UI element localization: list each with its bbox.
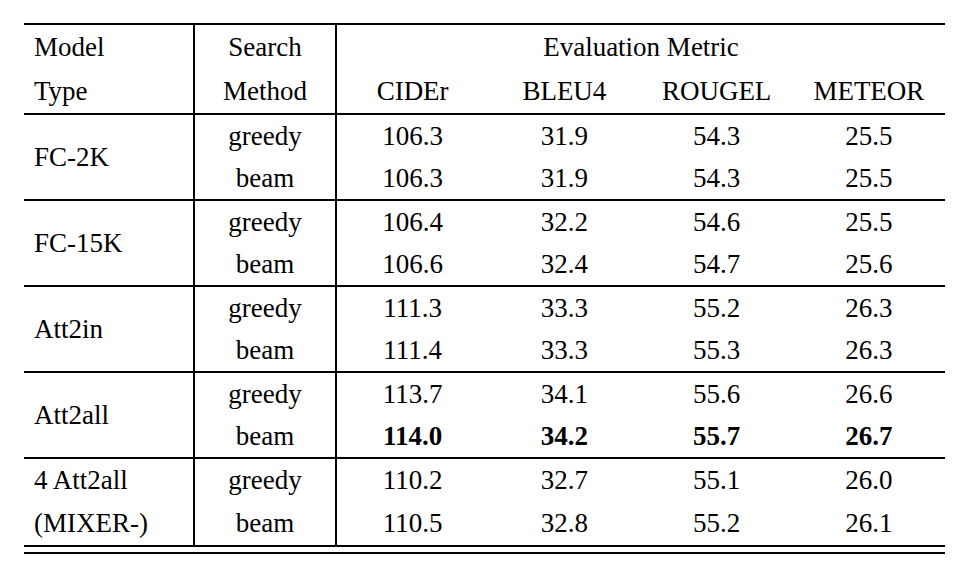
column-header-meteor: METEOR	[793, 69, 945, 114]
cider-value-cell: 111.3	[336, 286, 488, 329]
rougel-value-cell: 54.7	[641, 243, 793, 286]
column-header-rougel: ROUGEL	[641, 69, 793, 114]
meteor-value-cell: 25.5	[793, 157, 945, 200]
search-method-cell: beam	[194, 502, 336, 546]
search-method-cell: greedy	[194, 372, 336, 415]
cider-value-cell: 106.4	[336, 200, 488, 243]
cider-value-cell: 113.7	[336, 372, 488, 415]
meteor-value-cell: 26.6	[793, 372, 945, 415]
meteor-value-cell: 26.3	[793, 329, 945, 372]
rougel-value-cell: 55.3	[641, 329, 793, 372]
table-row: Att2all greedy 113.7 34.1 55.6 26.6	[24, 372, 945, 415]
model-type-cell: 4 Att2all (MIXER-)	[24, 458, 194, 546]
cider-value-cell-best: 114.0	[336, 415, 488, 458]
rougel-value-cell: 54.3	[641, 114, 793, 157]
search-method-cell: beam	[194, 157, 336, 200]
meteor-value-cell: 26.1	[793, 502, 945, 546]
meteor-value-cell: 25.5	[793, 200, 945, 243]
table-row: FC-15K greedy 106.4 32.2 54.6 25.5	[24, 200, 945, 243]
bleu4-value-cell: 32.2	[488, 200, 640, 243]
meteor-value-cell: 25.6	[793, 243, 945, 286]
column-header-cider: CIDEr	[336, 69, 488, 114]
search-method-cell: greedy	[194, 286, 336, 329]
model-type-cell: Att2in	[24, 286, 194, 372]
rougel-value-cell: 55.6	[641, 372, 793, 415]
cider-value-cell: 106.3	[336, 114, 488, 157]
cider-value-cell: 110.2	[336, 458, 488, 502]
bleu4-value-cell: 31.9	[488, 114, 640, 157]
column-header-search-method: Search Method	[194, 24, 336, 114]
search-method-cell: beam	[194, 329, 336, 372]
bleu4-value-cell: 32.4	[488, 243, 640, 286]
bleu4-value-cell: 32.8	[488, 502, 640, 546]
rougel-value-cell: 55.1	[641, 458, 793, 502]
meteor-value-cell-best: 26.7	[793, 415, 945, 458]
bleu4-value-cell-best: 34.2	[488, 415, 640, 458]
search-method-cell: greedy	[194, 200, 336, 243]
model-type-cell: FC-15K	[24, 200, 194, 286]
table-row: FC-2K greedy 106.3 31.9 54.3 25.5	[24, 114, 945, 157]
column-header-model-type: Model Type	[24, 24, 194, 114]
search-method-cell: greedy	[194, 458, 336, 502]
model-type-cell: FC-2K	[24, 114, 194, 200]
evaluation-results-table: Model Type Search Method Evaluation Metr…	[24, 23, 945, 547]
rougel-value-cell: 55.2	[641, 502, 793, 546]
cider-value-cell: 106.6	[336, 243, 488, 286]
table-row: Att2in greedy 111.3 33.3 55.2 26.3	[24, 286, 945, 329]
cider-value-cell: 110.5	[336, 502, 488, 546]
search-method-cell: greedy	[194, 114, 336, 157]
meteor-value-cell: 26.3	[793, 286, 945, 329]
meteor-value-cell: 25.5	[793, 114, 945, 157]
bleu4-value-cell: 34.1	[488, 372, 640, 415]
search-method-cell: beam	[194, 415, 336, 458]
paper-table-page: Model Type Search Method Evaluation Metr…	[0, 0, 964, 572]
results-table-wrap: Model Type Search Method Evaluation Metr…	[24, 23, 945, 554]
meteor-value-cell: 26.0	[793, 458, 945, 502]
rougel-value-cell: 54.3	[641, 157, 793, 200]
cider-value-cell: 111.4	[336, 329, 488, 372]
rougel-value-cell: 54.6	[641, 200, 793, 243]
rougel-value-cell: 55.2	[641, 286, 793, 329]
model-type-cell: Att2all	[24, 372, 194, 458]
bleu4-value-cell: 32.7	[488, 458, 640, 502]
bleu4-value-cell: 31.9	[488, 157, 640, 200]
column-group-header-evaluation-metric: Evaluation Metric	[336, 24, 945, 69]
table-header-row-1: Model Type Search Method Evaluation Metr…	[24, 24, 945, 69]
cider-value-cell: 106.3	[336, 157, 488, 200]
column-header-bleu4: BLEU4	[488, 69, 640, 114]
table-row: 4 Att2all (MIXER-) greedy 110.2 32.7 55.…	[24, 458, 945, 502]
rougel-value-cell-best: 55.7	[641, 415, 793, 458]
bleu4-value-cell: 33.3	[488, 286, 640, 329]
bleu4-value-cell: 33.3	[488, 329, 640, 372]
search-method-cell: beam	[194, 243, 336, 286]
